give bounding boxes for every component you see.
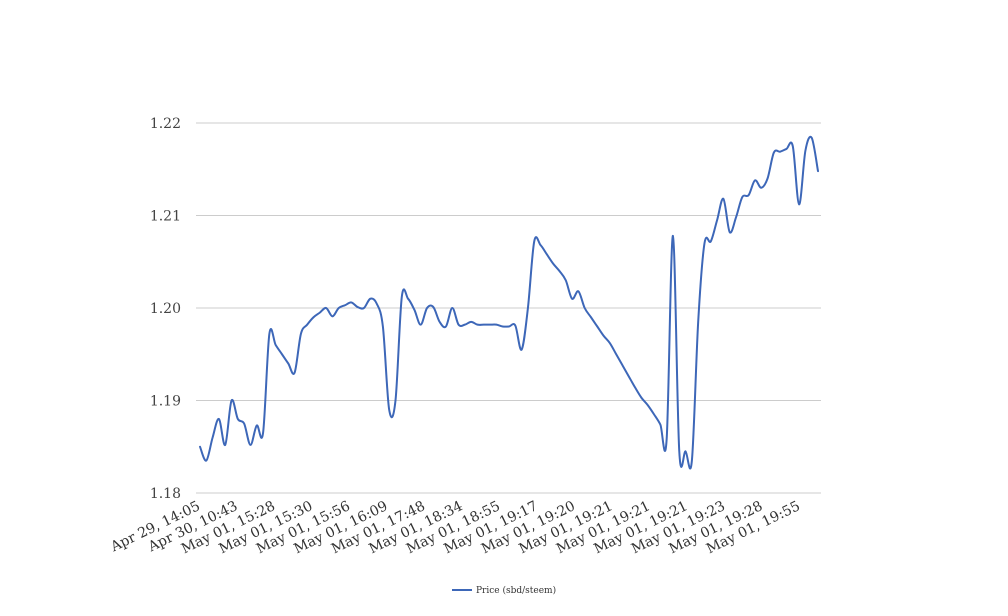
- gridlines: [196, 122, 821, 494]
- legend: Price (sbd/steem): [452, 585, 556, 596]
- y-tick-label: 1.21: [150, 209, 181, 225]
- series-line-price: [199, 135, 819, 470]
- series-layer: [199, 135, 819, 470]
- legend-label-price: Price (sbd/steem): [476, 585, 556, 596]
- y-tick-label: 1.18: [150, 486, 181, 502]
- y-tick-label: 1.20: [150, 301, 181, 317]
- y-axis-tick-labels: 1.18 1.19 1.20 1.21 1.22: [150, 116, 181, 502]
- y-tick-label: 1.22: [150, 116, 181, 132]
- y-tick-label: 1.19: [150, 394, 181, 410]
